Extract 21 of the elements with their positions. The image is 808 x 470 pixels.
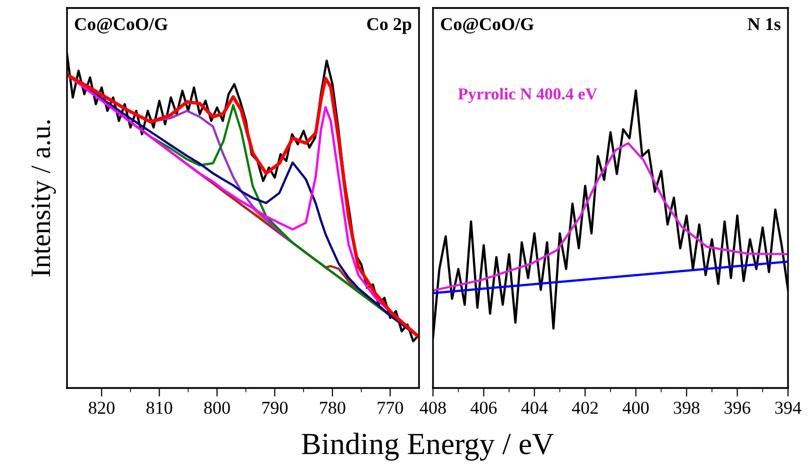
x-tick-label: 770 xyxy=(378,402,403,414)
x-tick-label: 820 xyxy=(88,402,114,414)
x-tick-label: 394 xyxy=(775,402,802,414)
y-axis-title: Intensity / a.u. xyxy=(32,120,56,276)
text: Co@CoO/G xyxy=(440,18,534,34)
x-tick-label: 396 xyxy=(724,402,750,414)
x-tick-label: 402 xyxy=(572,402,598,414)
x-tick-label: 408 xyxy=(420,402,446,414)
x-tick-label: 800 xyxy=(204,402,230,414)
x-tick-label: 400 xyxy=(622,402,649,414)
text: Co 2p xyxy=(367,18,412,34)
x-tick-label: 780 xyxy=(320,402,346,414)
x-tick-label: 790 xyxy=(262,402,288,414)
x-tick-label: 404 xyxy=(521,402,548,414)
text: Co@CoO/G xyxy=(74,18,168,34)
x-tick-label: 406 xyxy=(470,402,497,414)
x-tick-label: 810 xyxy=(146,402,172,414)
x-tick-label: 398 xyxy=(674,402,700,414)
x-axis-title: Binding Energy / eV xyxy=(302,432,554,461)
text: N 1s xyxy=(748,18,780,30)
text: Pyrrolic N 400.4 eV xyxy=(458,88,598,103)
